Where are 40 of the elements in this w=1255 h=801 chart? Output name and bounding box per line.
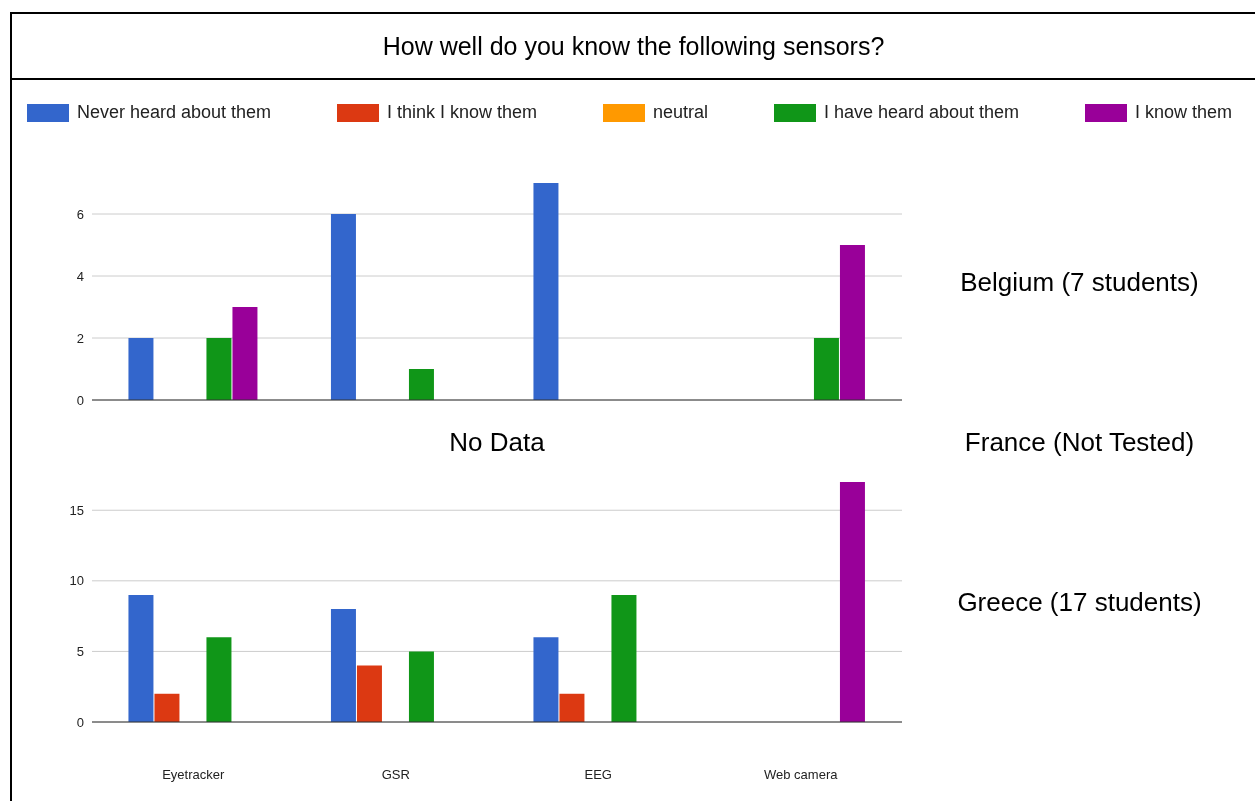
y-tick-label: 4	[76, 268, 84, 284]
bar	[330, 214, 356, 400]
legend-label: I know them	[1134, 102, 1232, 123]
text: No Data	[448, 426, 546, 459]
bar	[559, 693, 585, 722]
text: France (Not Tested)	[963, 426, 1196, 459]
y-tick-label: 6	[76, 206, 84, 222]
bar	[206, 338, 232, 400]
bar	[533, 637, 559, 722]
y-tick-label: 5	[76, 644, 84, 660]
bar	[839, 245, 865, 400]
bar	[206, 637, 232, 722]
y-tick-label: 10	[69, 573, 84, 589]
text: Belgium (7 students)	[959, 265, 1200, 299]
bar	[330, 609, 356, 722]
legend-label: neutral	[652, 102, 709, 123]
bar	[356, 665, 382, 722]
bar	[232, 307, 258, 400]
bar	[408, 369, 434, 400]
bar	[128, 594, 154, 722]
x-tick-label: Web camera	[764, 767, 839, 783]
x-tick-label: Eyetracker	[162, 767, 225, 783]
bar	[813, 338, 839, 400]
bar	[154, 693, 180, 722]
legend-label: Never heard about them	[77, 102, 272, 123]
legend-label: I have heard about them	[823, 102, 1020, 123]
y-tick-label: 0	[76, 714, 84, 730]
y-tick-label: 15	[69, 502, 84, 518]
legend-label: I think I know them	[387, 102, 538, 123]
chart-title: How well do you know the following sensors?	[12, 14, 1255, 80]
x-tick-label: EEG	[584, 767, 612, 783]
bar	[839, 482, 865, 722]
x-tick-label: GSR	[381, 767, 410, 783]
bar	[408, 651, 434, 722]
y-tick-label: 0	[76, 392, 84, 408]
bar	[128, 338, 154, 400]
bar	[533, 183, 559, 400]
y-tick-label: 2	[76, 330, 84, 346]
text: Greece (17 students)	[956, 585, 1203, 619]
bar	[611, 594, 637, 722]
